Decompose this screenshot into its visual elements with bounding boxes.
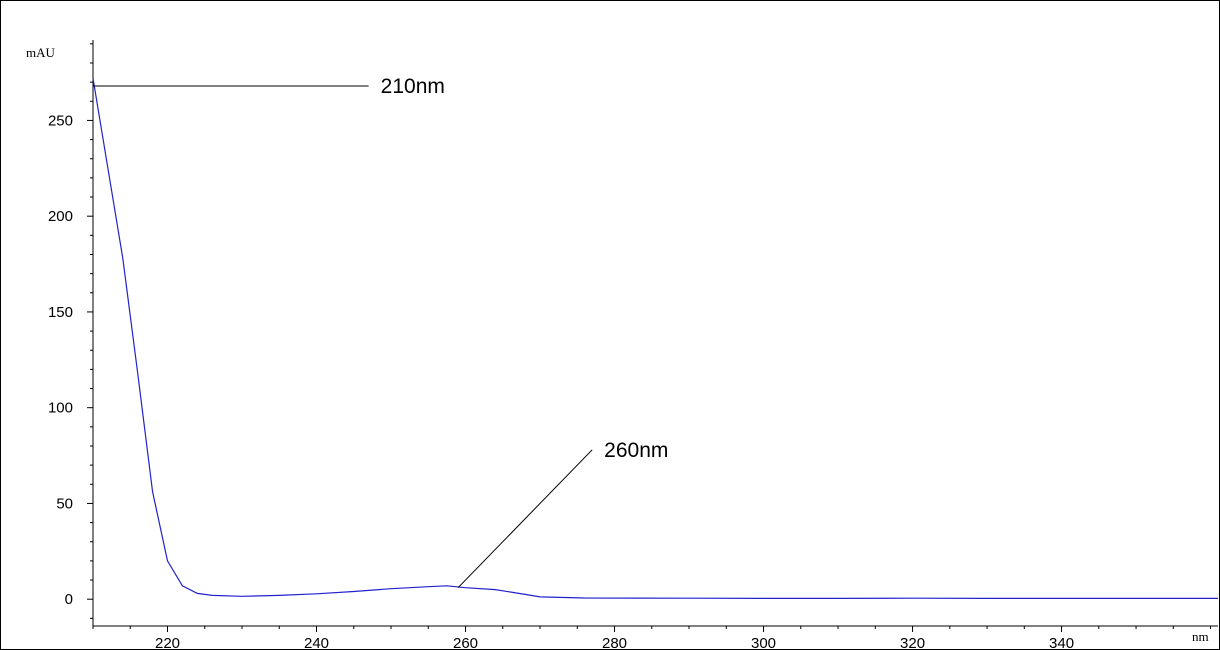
x-tick-label: 240 (304, 635, 329, 650)
y-tick-label: 200 (48, 208, 73, 225)
y-tick-label: 100 (48, 400, 73, 417)
axis-ticks: 0 50 100 150 200 250 220 240 260 280 300 320 340 (48, 43, 1212, 650)
spectrum-line (92, 78, 1218, 599)
x-tick-label: 320 (900, 635, 925, 650)
x-tick-label: 340 (1049, 635, 1074, 650)
plot-area (92, 78, 1218, 599)
y-tick-label: 250 (48, 112, 73, 129)
y-tick-label: 50 (56, 495, 73, 512)
y-axis-unit-label: mAU (26, 45, 56, 60)
y-tick-label: 0 (65, 591, 73, 608)
annotation-leader-line (457, 449, 593, 589)
x-tick-label: 280 (602, 635, 627, 650)
axes (92, 40, 1218, 627)
x-tick-label: 220 (155, 635, 180, 650)
annotation-label: 210nm (381, 75, 445, 98)
x-axis-unit-label: nm (1192, 629, 1209, 644)
y-tick-label: 150 (48, 304, 73, 321)
x-tick-label: 260 (453, 635, 478, 650)
annotations: 210nm 260nm (93, 75, 668, 589)
annotation-label: 260nm (604, 439, 668, 462)
x-tick-label: 300 (751, 635, 776, 650)
